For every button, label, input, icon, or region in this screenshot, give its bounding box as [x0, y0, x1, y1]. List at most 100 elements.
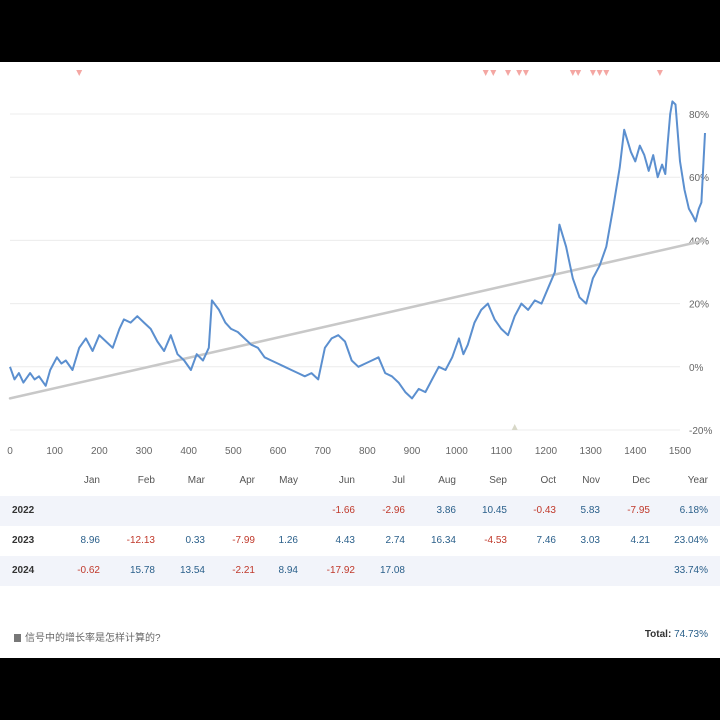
footer-bar: 信号中的增长率是怎样计算的? Total: 74.73%	[0, 625, 720, 649]
y-tick-label: 80%	[689, 110, 709, 121]
signal-marker	[656, 70, 663, 76]
month-value: 10.45	[481, 505, 507, 516]
y-tick-label: -20%	[689, 426, 712, 437]
signal-marker	[516, 70, 523, 76]
month-value: -2.96	[382, 505, 405, 516]
signal-marker	[575, 70, 582, 76]
month-header: Sep	[489, 475, 507, 486]
month-header: Nov	[582, 475, 600, 486]
growth-line-chart: 80%60%40%20%0%-20% 010020030040050060070…	[7, 70, 712, 457]
document-icon	[14, 634, 21, 642]
x-tick-label: 1500	[669, 446, 692, 457]
growth-series-line	[9, 100, 706, 400]
signal-marker	[76, 70, 83, 76]
month-value: 13.54	[179, 565, 205, 576]
y-axis-ticks: 80%60%40%20%0%-20%	[689, 110, 712, 437]
x-tick-label: 1000	[446, 446, 469, 457]
total-label: Total:	[644, 629, 672, 640]
x-tick-label: 1100	[491, 446, 513, 457]
signal-marker	[569, 70, 576, 76]
year-total: 6.18%	[679, 505, 708, 516]
x-tick-label: 0	[7, 446, 13, 457]
month-value: 5.83	[580, 505, 600, 516]
month-header: Dec	[632, 475, 650, 486]
growth-question-link[interactable]: 信号中的增长率是怎样计算的?	[14, 629, 161, 644]
monthly-returns-table: Jan Feb Mar Apr May Jun Jul Aug Sep Oct Nov Dec Year…	[0, 466, 720, 586]
bottom-marker	[511, 424, 518, 430]
month-value: -7.95	[627, 505, 650, 516]
x-tick-label: 700	[314, 446, 331, 457]
top-markers	[76, 70, 663, 430]
month-value: -17.92	[326, 565, 355, 576]
year-label: 2023	[12, 535, 35, 546]
total-value: 74.73%	[674, 629, 708, 640]
month-header: Feb	[137, 475, 155, 486]
month-value: -1.66	[332, 505, 355, 516]
month-value: -7.99	[232, 535, 255, 546]
y-tick-label: 60%	[689, 173, 709, 184]
x-tick-label: 400	[180, 446, 197, 457]
table-row: 2024 -0.62 15.78 13.54 -2.21 8.94 -17.92 17.08 3…	[0, 556, 720, 586]
x-tick-label: 300	[136, 446, 153, 457]
month-value: 15.78	[129, 565, 155, 576]
month-value: 8.94	[278, 565, 298, 576]
month-value: 7.46	[536, 535, 556, 546]
signal-marker	[522, 70, 529, 76]
signal-marker	[589, 70, 596, 76]
month-value: 0.33	[185, 535, 205, 546]
signal-marker	[490, 70, 497, 76]
month-value: 17.08	[379, 565, 405, 576]
signal-marker	[505, 70, 512, 76]
year-label: 2022	[12, 505, 35, 516]
month-header: Jul	[392, 475, 405, 486]
x-tick-label: 900	[404, 446, 421, 457]
x-tick-label: 1300	[580, 446, 603, 457]
month-value: 4.43	[335, 535, 355, 546]
month-header: May	[279, 475, 298, 486]
chart-panel: 80%60%40%20%0%-20% 010020030040050060070…	[0, 62, 720, 658]
month-value: -12.13	[126, 535, 155, 546]
question-text: 信号中的增长率是怎样计算的?	[25, 633, 161, 644]
month-value: -4.53	[484, 535, 507, 546]
total-summary: Total: 74.73%	[645, 629, 708, 640]
trend-line	[8, 239, 707, 400]
y-tick-label: 20%	[689, 300, 709, 311]
month-value: 8.96	[80, 535, 100, 546]
x-axis-ticks: 0 100 200 300 400 500 600 700 800 900 1000 1100 1200…	[7, 446, 691, 457]
month-value: -0.62	[77, 565, 100, 576]
x-tick-label: 1200	[535, 446, 558, 457]
x-tick-label: 500	[225, 446, 242, 457]
month-value: 3.86	[436, 505, 456, 516]
grid-lines	[10, 113, 680, 431]
year-label: 2024	[12, 565, 35, 576]
month-header: Mar	[187, 475, 205, 486]
signal-marker	[596, 70, 603, 76]
month-value: -2.21	[232, 565, 255, 576]
x-tick-label: 800	[359, 446, 376, 457]
table-header-row: Jan Feb Mar Apr May Jun Jul Aug Sep Oct Nov Dec Year	[0, 466, 720, 496]
signal-marker	[603, 70, 610, 76]
month-value: -0.43	[533, 505, 556, 516]
signal-marker	[482, 70, 489, 76]
year-total: 33.74%	[674, 565, 708, 576]
series-layer	[8, 100, 707, 400]
month-header: Apr	[239, 475, 255, 486]
month-header: Oct	[540, 475, 556, 486]
month-value: 2.74	[385, 535, 405, 546]
month-value: 4.21	[630, 535, 650, 546]
month-header: Jan	[83, 475, 100, 486]
x-tick-label: 1400	[624, 446, 647, 457]
y-tick-label: 0%	[689, 363, 704, 374]
month-header: Jun	[338, 475, 355, 486]
year-total: 23.04%	[674, 535, 708, 546]
x-tick-label: 200	[91, 446, 108, 457]
month-value: 1.26	[278, 535, 298, 546]
month-header: Year	[687, 475, 708, 486]
x-tick-label: 100	[46, 446, 63, 457]
month-header: Aug	[438, 475, 456, 486]
table-row: 2023 8.96 -12.13 0.33 -7.99 1.26 4.43 2.74 16.34…	[0, 526, 720, 556]
month-value: 3.03	[580, 535, 600, 546]
month-value: 16.34	[430, 535, 456, 546]
x-tick-label: 600	[270, 446, 287, 457]
table-row: 2022 -1.66 -2.96 3.86 10.45 -0.43 5.83 -7.95 6.1…	[0, 496, 720, 526]
